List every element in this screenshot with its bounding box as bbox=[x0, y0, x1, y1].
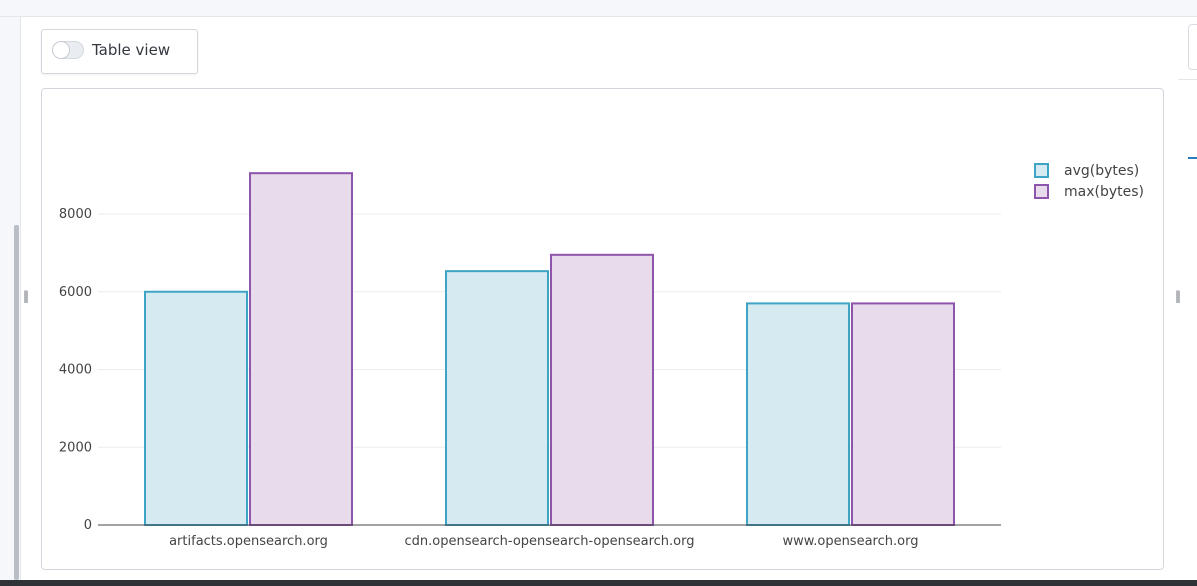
left-scrollbar[interactable] bbox=[14, 225, 19, 580]
x-tick-label: cdn.opensearch-opensearch-opensearch.org bbox=[405, 534, 695, 549]
left-panel bbox=[0, 17, 14, 586]
switch-knob bbox=[53, 42, 69, 58]
bar bbox=[550, 253, 654, 526]
right-panel bbox=[1178, 17, 1197, 586]
right-panel-button[interactable] bbox=[1188, 24, 1197, 70]
chart-panel: 0 2000 4000 6000 8000 artifacts.opensearch.or… bbox=[41, 88, 1164, 570]
right-resize-handle-icon[interactable]: ‖ bbox=[1175, 289, 1181, 303]
bar bbox=[445, 270, 549, 526]
y-tick-label: 2000 bbox=[59, 440, 92, 455]
left-resize-handle-icon[interactable]: ‖ bbox=[23, 289, 29, 303]
bar bbox=[851, 302, 955, 526]
table-view-switch[interactable] bbox=[52, 41, 84, 59]
legend-label: max(bytes) bbox=[1064, 184, 1144, 200]
x-tick-label: www.opensearch.org bbox=[783, 534, 919, 549]
table-view-toggle[interactable]: Table view bbox=[41, 29, 198, 74]
x-tick-label: artifacts.opensearch.org bbox=[169, 534, 328, 549]
y-tick-label: 0 bbox=[84, 518, 92, 533]
right-panel-tab-indicator bbox=[1188, 157, 1197, 159]
bar-chart: 0 2000 4000 6000 8000 artifacts.opensearch.or… bbox=[59, 163, 1144, 549]
y-tick-label: 4000 bbox=[59, 363, 92, 378]
table-view-label: Table view bbox=[92, 41, 171, 59]
right-panel-divider bbox=[1178, 79, 1197, 80]
legend-swatch bbox=[1034, 163, 1049, 178]
bottom-bar bbox=[0, 580, 1197, 586]
y-tick-label: 8000 bbox=[59, 207, 92, 222]
bar bbox=[249, 172, 353, 527]
legend-swatch bbox=[1034, 184, 1049, 199]
top-bar bbox=[0, 0, 1197, 17]
bar bbox=[746, 302, 850, 526]
legend-label: avg(bytes) bbox=[1064, 163, 1139, 179]
y-tick-label: 6000 bbox=[59, 285, 92, 300]
bar bbox=[144, 290, 248, 526]
